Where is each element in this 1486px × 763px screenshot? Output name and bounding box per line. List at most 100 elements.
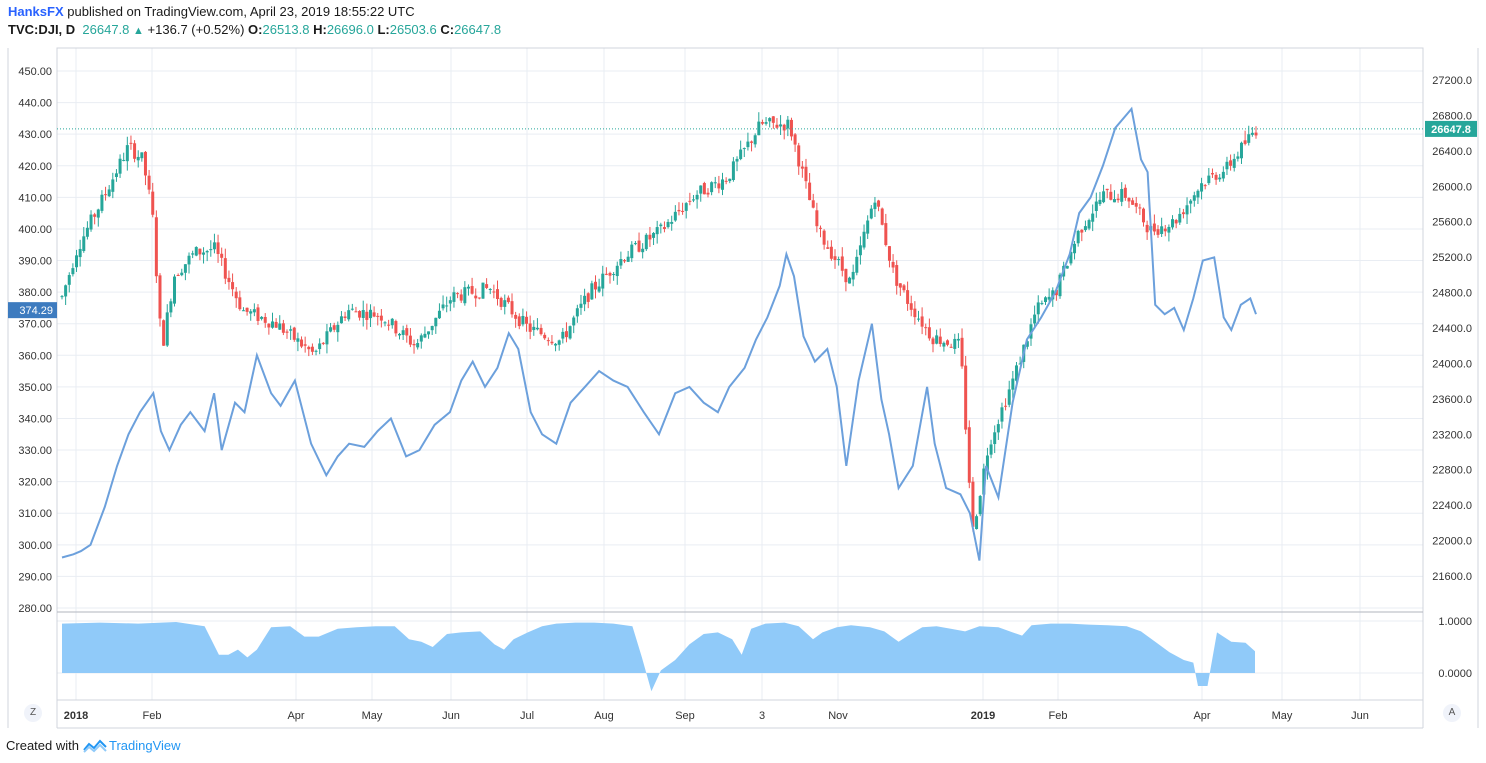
left-value-label: 374.29 bbox=[19, 305, 53, 317]
candle-body bbox=[1025, 341, 1029, 347]
candle-body bbox=[441, 304, 445, 309]
left-tick-label: 280.00 bbox=[18, 603, 52, 615]
candle-body bbox=[510, 301, 514, 315]
x-tick-label: Aug bbox=[594, 710, 614, 722]
right-tick-label: 25200.0 bbox=[1432, 252, 1472, 264]
candle-body bbox=[427, 331, 431, 335]
candle-body bbox=[452, 292, 456, 302]
candle-body bbox=[1087, 220, 1091, 229]
candle-body bbox=[93, 214, 97, 217]
candle-body bbox=[1123, 187, 1127, 198]
left-tick-label: 440.00 bbox=[18, 98, 52, 110]
line-series bbox=[61, 106, 1257, 561]
candle-body bbox=[1178, 213, 1182, 223]
candle-body bbox=[238, 297, 242, 310]
auto-scale-left-button[interactable]: Z bbox=[24, 704, 42, 722]
left-tick-label: 390.00 bbox=[18, 256, 52, 268]
candle-body bbox=[869, 208, 873, 219]
candle-body bbox=[779, 124, 783, 127]
right-tick-label: 24400.0 bbox=[1432, 323, 1472, 335]
candle-body bbox=[557, 340, 561, 345]
candle-body bbox=[1160, 226, 1164, 234]
candle-body bbox=[702, 183, 706, 195]
candle-body bbox=[129, 142, 133, 144]
candle-body bbox=[445, 305, 449, 307]
candle-body bbox=[800, 166, 804, 169]
candlestick-series bbox=[60, 112, 1258, 532]
left-tick-label: 420.00 bbox=[18, 161, 52, 173]
candle-body bbox=[82, 236, 86, 251]
candle-body bbox=[231, 282, 235, 290]
candle-body bbox=[822, 230, 826, 245]
right-tick-label: 23600.0 bbox=[1432, 394, 1472, 406]
candle-body bbox=[506, 297, 510, 303]
candle-body bbox=[274, 321, 278, 328]
candle-body bbox=[946, 340, 950, 345]
close-value: 26647.8 bbox=[454, 22, 502, 37]
left-tick-label: 340.00 bbox=[18, 413, 52, 425]
candle-body bbox=[1210, 173, 1214, 175]
candle-body bbox=[89, 214, 93, 230]
right-tick-label: 26000.0 bbox=[1432, 181, 1472, 193]
candle-body bbox=[245, 307, 249, 312]
open-label: O: bbox=[248, 22, 263, 37]
candle-body bbox=[278, 323, 282, 330]
author-link[interactable]: HanksFX bbox=[8, 4, 64, 19]
candle-body bbox=[662, 227, 666, 230]
candle-body bbox=[750, 141, 754, 143]
x-tick-label: Apr bbox=[1193, 710, 1210, 722]
right-tick-label: 22800.0 bbox=[1432, 465, 1472, 477]
candle-body bbox=[488, 288, 492, 290]
tradingview-link[interactable]: TradingView bbox=[108, 738, 181, 753]
candle-body bbox=[1127, 197, 1131, 202]
candle-body bbox=[481, 282, 485, 299]
candle-body bbox=[514, 314, 518, 319]
candle-body bbox=[260, 316, 264, 319]
publish-text: published on TradingView.com, April 23, … bbox=[67, 4, 415, 19]
candle-body bbox=[1105, 188, 1109, 191]
candle-body bbox=[546, 340, 550, 342]
candle-body bbox=[191, 253, 195, 255]
candle-body bbox=[793, 134, 797, 145]
candle-body bbox=[466, 286, 470, 289]
chart-area[interactable]: 26647.8 374.29 2018 Feb Apr May Jun Jul Aug Sep 3… bbox=[0, 0, 1486, 738]
candle-body bbox=[706, 192, 710, 195]
candle-body bbox=[597, 286, 601, 292]
candle-body bbox=[292, 327, 296, 340]
candle-body bbox=[67, 275, 71, 285]
candle-body bbox=[1189, 200, 1193, 204]
left-tick-label: 330.00 bbox=[18, 445, 52, 457]
candle-body bbox=[833, 256, 837, 261]
candle-body bbox=[775, 124, 779, 128]
candle-body bbox=[731, 161, 735, 180]
auto-scale-right-button[interactable]: A bbox=[1443, 704, 1461, 722]
candle-body bbox=[372, 312, 376, 317]
x-tick-label: May bbox=[362, 710, 383, 722]
candle-body bbox=[383, 322, 387, 324]
candle-body bbox=[757, 121, 761, 136]
candle-body bbox=[401, 330, 405, 335]
candle-body bbox=[670, 221, 674, 224]
candle-body bbox=[949, 346, 953, 348]
candle-body bbox=[906, 290, 910, 304]
candle-body bbox=[815, 210, 819, 227]
candle-body bbox=[136, 156, 140, 161]
candle-body bbox=[496, 289, 500, 300]
candle-body bbox=[648, 234, 652, 240]
candle-body bbox=[916, 318, 920, 320]
candle-body bbox=[314, 350, 318, 352]
candle-body bbox=[75, 255, 79, 268]
left-tick-label: 370.00 bbox=[18, 319, 52, 331]
last-price-tag bbox=[1425, 120, 1477, 137]
candle-body bbox=[564, 331, 568, 338]
low-label: L: bbox=[377, 22, 390, 37]
candle-body bbox=[1073, 243, 1077, 254]
right-tick-label: 22400.0 bbox=[1432, 500, 1472, 512]
candle-body bbox=[978, 496, 982, 515]
candle-body bbox=[303, 344, 307, 346]
candle-body bbox=[528, 323, 532, 332]
candle-body bbox=[1102, 191, 1106, 203]
high-value: 26696.0 bbox=[326, 22, 374, 37]
candle-body bbox=[310, 346, 314, 352]
candle-body bbox=[717, 183, 721, 189]
